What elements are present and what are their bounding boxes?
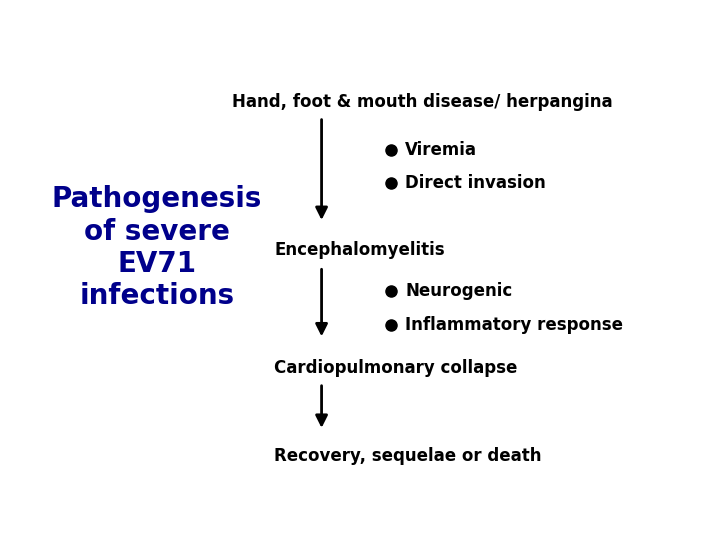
Text: Pathogenesis
of severe
EV71
infections: Pathogenesis of severe EV71 infections [52, 185, 262, 310]
Text: Hand, foot & mouth disease/ herpangina: Hand, foot & mouth disease/ herpangina [232, 93, 612, 111]
Text: Inflammatory response: Inflammatory response [405, 316, 624, 334]
Text: Cardiopulmonary collapse: Cardiopulmonary collapse [274, 359, 518, 377]
Text: Direct invasion: Direct invasion [405, 174, 546, 192]
Text: Viremia: Viremia [405, 141, 477, 159]
Text: Encephalomyelitis: Encephalomyelitis [274, 241, 445, 259]
Text: Neurogenic: Neurogenic [405, 282, 513, 300]
Text: Recovery, sequelae or death: Recovery, sequelae or death [274, 447, 541, 464]
